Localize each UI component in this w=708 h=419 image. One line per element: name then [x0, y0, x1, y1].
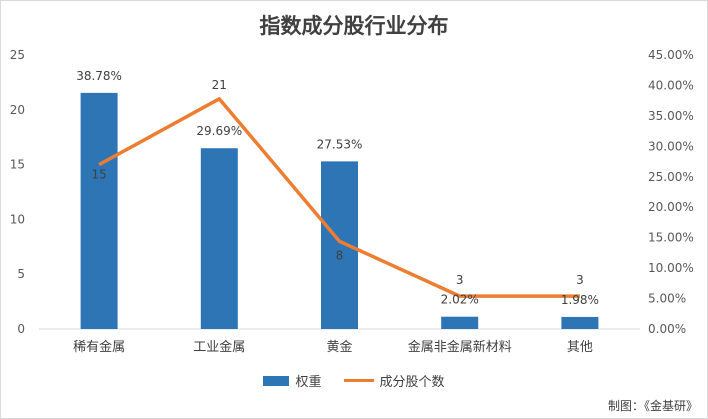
left-axis-tick-label: 25 — [10, 48, 25, 62]
bar-data-label: 2.02% — [441, 293, 479, 307]
legend-item-count: 成分股个数 — [343, 371, 445, 390]
right-axis-tick-label: 35.00% — [648, 109, 694, 123]
line-stock-count — [98, 97, 580, 298]
x-axis-category-label: 稀有金属 — [73, 339, 125, 355]
left-axis-tick-label: 10 — [10, 212, 25, 226]
line-data-label: 3 — [576, 273, 584, 287]
x-axis-category-label: 工业金属 — [193, 339, 245, 355]
legend-label-count: 成分股个数 — [379, 375, 445, 390]
x-axis-category-label: 黄金 — [326, 339, 352, 355]
line-data-label: 3 — [456, 273, 464, 287]
bar-data-label: 1.98% — [561, 293, 599, 307]
x-axis-category-label: 其他 — [567, 340, 593, 355]
right-axis-tick-label: 40.00% — [648, 78, 694, 92]
left-axis-tick-label: 20 — [10, 103, 25, 117]
chart-legend: 权重 成分股个数 — [0, 371, 708, 390]
legend-label-weight: 权重 — [295, 375, 322, 390]
legend-swatch-line — [343, 379, 374, 382]
right-axis-tick-label: 25.00% — [648, 170, 694, 184]
legend-swatch-bar — [263, 375, 290, 386]
bar-weight — [80, 92, 118, 329]
bar-data-label: 29.69% — [196, 124, 242, 138]
line-data-label: 8 — [336, 248, 344, 262]
left-axis-tick-label: 0 — [17, 322, 25, 336]
source-note: 制图：《金基研》 — [607, 399, 698, 413]
x-axis-category-label: 金属非金属新材料 — [408, 339, 512, 355]
chart-title: 指数成分股行业分布 — [259, 14, 449, 38]
right-axis-tick-label: 20.00% — [648, 200, 694, 214]
bar-weight — [200, 148, 238, 329]
bar-weight — [441, 316, 479, 329]
left-axis-tick-label: 15 — [10, 158, 25, 172]
right-axis-tick-label: 0.00% — [648, 322, 686, 336]
left-axis-tick-label: 5 — [17, 267, 25, 281]
right-axis-tick-label: 10.00% — [648, 261, 694, 275]
right-axis-tick-label: 45.00% — [648, 48, 694, 62]
right-axis-tick-label: 15.00% — [648, 231, 694, 245]
line-data-label: 21 — [212, 78, 227, 92]
bar-data-label: 38.78% — [76, 69, 122, 83]
bar-data-label: 27.53% — [317, 137, 363, 151]
bar-weight — [561, 316, 599, 329]
line-data-label: 15 — [91, 168, 106, 182]
right-axis-tick-label: 30.00% — [648, 139, 694, 153]
legend-item-weight: 权重 — [263, 371, 322, 390]
right-axis-tick-label: 5.00% — [648, 292, 686, 306]
bar-weight — [321, 161, 358, 329]
